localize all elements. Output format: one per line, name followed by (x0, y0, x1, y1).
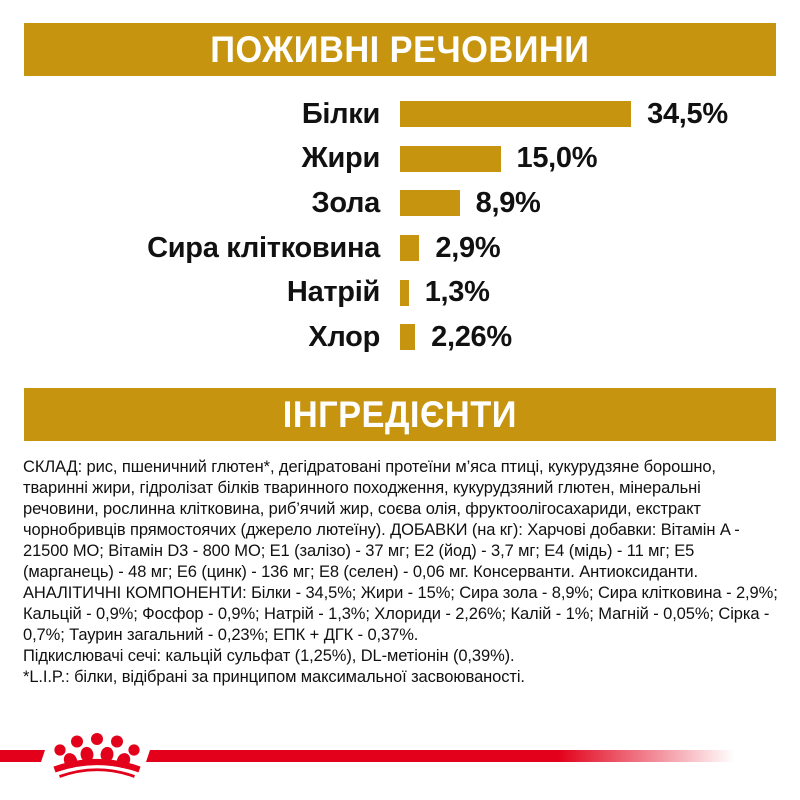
chart-row: Білки 34,5% (0, 98, 800, 130)
composition-text: СКЛАД: рис, пшеничний глютен*, дегідрато… (23, 458, 778, 644)
ingredients-title: ІНГРЕДІЄНТИ (282, 393, 518, 435)
bar-value-label: 2,26% (431, 320, 512, 353)
ingredients-text-block: СКЛАД: рис, пшеничний глютен*, дегідрато… (23, 457, 779, 688)
bar (400, 324, 416, 351)
nutrients-header-banner: ПОЖИВНІ РЕЧОВИНИ (24, 23, 776, 76)
chart-row: Натрій 1,3% (0, 276, 800, 308)
bar-value-label: 34,5% (647, 97, 728, 130)
chart-row: Зола 8,9% (0, 187, 800, 219)
nutrients-title: ПОЖИВНІ РЕЧОВИНИ (210, 28, 590, 70)
bar-category-label: Зола (311, 186, 380, 219)
red-stripe-left (0, 750, 45, 762)
red-stripe-right (146, 750, 734, 762)
chart-row: Хлор 2,26% (0, 321, 800, 353)
bar-category-label: Хлор (308, 320, 380, 353)
ingredients-header-banner: ІНГРЕДІЄНТИ (24, 388, 776, 441)
bar-category-label: Натрій (286, 276, 380, 309)
bar-value-label: 15,0% (516, 142, 598, 175)
bar-value-label: 8,9% (475, 186, 541, 219)
bar (400, 279, 409, 306)
bar-category-label: Сира клітковина (147, 231, 380, 264)
bar (400, 101, 632, 127)
bar-value-label: 1,3% (424, 276, 490, 309)
chart-row: Жири 15,0% (0, 142, 800, 174)
bar (400, 235, 420, 262)
lip-footnote-text: *L.I.P.: білки, відібрані за принципом м… (23, 668, 525, 686)
bar (400, 145, 501, 172)
bar (400, 190, 460, 217)
bar-category-label: Білки (301, 97, 380, 130)
urine-acidifiers-text: Підкислювачі сечі: кальцій сульфат (1,25… (23, 647, 515, 665)
nutrients-chart: Білки 34,5% Жири 15,0% Зола 8,9% Сира кліткови… (0, 98, 800, 369)
bar-category-label: Жири (301, 142, 381, 175)
bar-value-label: 2,9% (435, 231, 501, 264)
chart-row: Сира клітковина 2,9% (0, 232, 800, 264)
royal-canin-crown-logo-icon (53, 733, 141, 778)
